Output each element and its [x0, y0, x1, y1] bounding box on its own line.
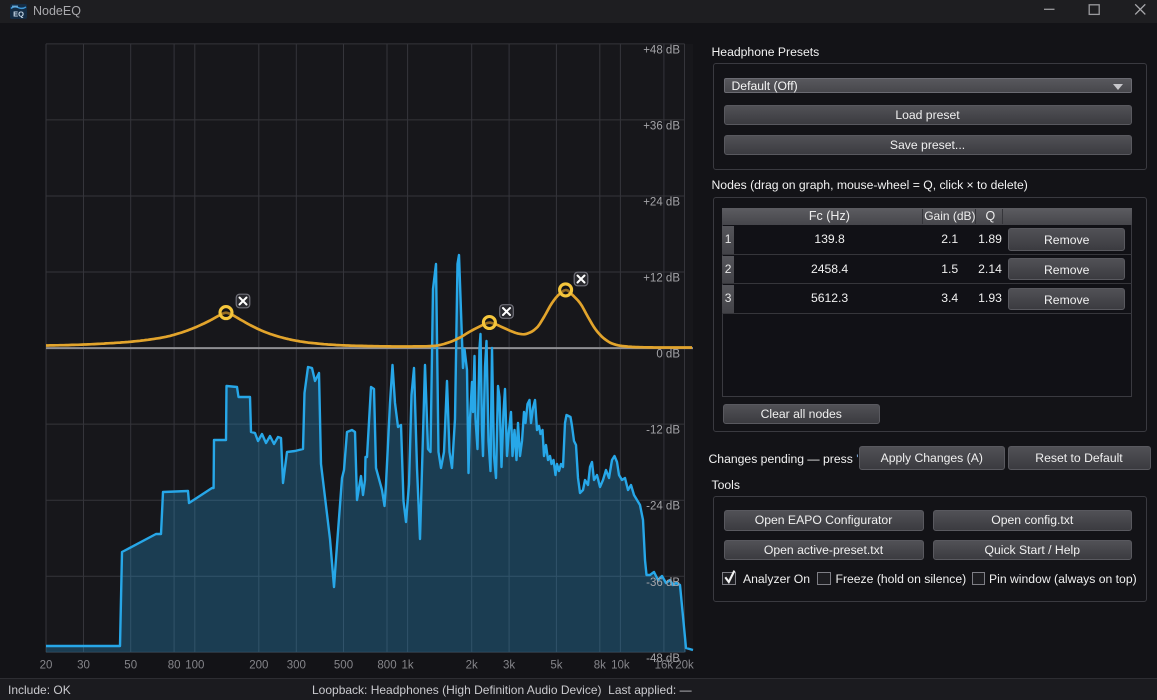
svg-text:80: 80: [168, 660, 181, 672]
svg-text:5k: 5k: [550, 660, 562, 672]
svg-text:+24 dB: +24 dB: [643, 197, 680, 209]
svg-text:1k: 1k: [402, 660, 414, 672]
svg-text:300: 300: [287, 660, 306, 672]
svg-text:EQ: EQ: [13, 10, 24, 19]
svg-text:20: 20: [40, 660, 53, 672]
svg-text:30: 30: [77, 660, 90, 672]
svg-text:+12 dB: +12 dB: [643, 273, 680, 285]
svg-text:16k: 16k: [655, 660, 674, 672]
svg-text:800: 800: [377, 660, 396, 672]
svg-text:-24 dB: -24 dB: [646, 501, 680, 513]
svg-text:100: 100: [185, 660, 204, 672]
svg-text:+48 dB: +48 dB: [643, 44, 680, 56]
svg-text:200: 200: [249, 660, 268, 672]
svg-text:-48 dB: -48 dB: [646, 653, 680, 665]
svg-text:-12 dB: -12 dB: [646, 425, 680, 437]
svg-text:500: 500: [334, 660, 353, 672]
svg-text:+36 dB: +36 dB: [643, 120, 680, 132]
svg-text:50: 50: [124, 660, 137, 672]
svg-text:20k: 20k: [675, 660, 694, 672]
svg-text:10k: 10k: [611, 660, 630, 672]
svg-text:8k: 8k: [594, 660, 606, 672]
svg-text:2k: 2k: [466, 660, 478, 672]
svg-text:-36 dB: -36 dB: [646, 577, 680, 589]
svg-text:3k: 3k: [503, 660, 515, 672]
svg-text:0 dB: 0 dB: [656, 349, 680, 361]
